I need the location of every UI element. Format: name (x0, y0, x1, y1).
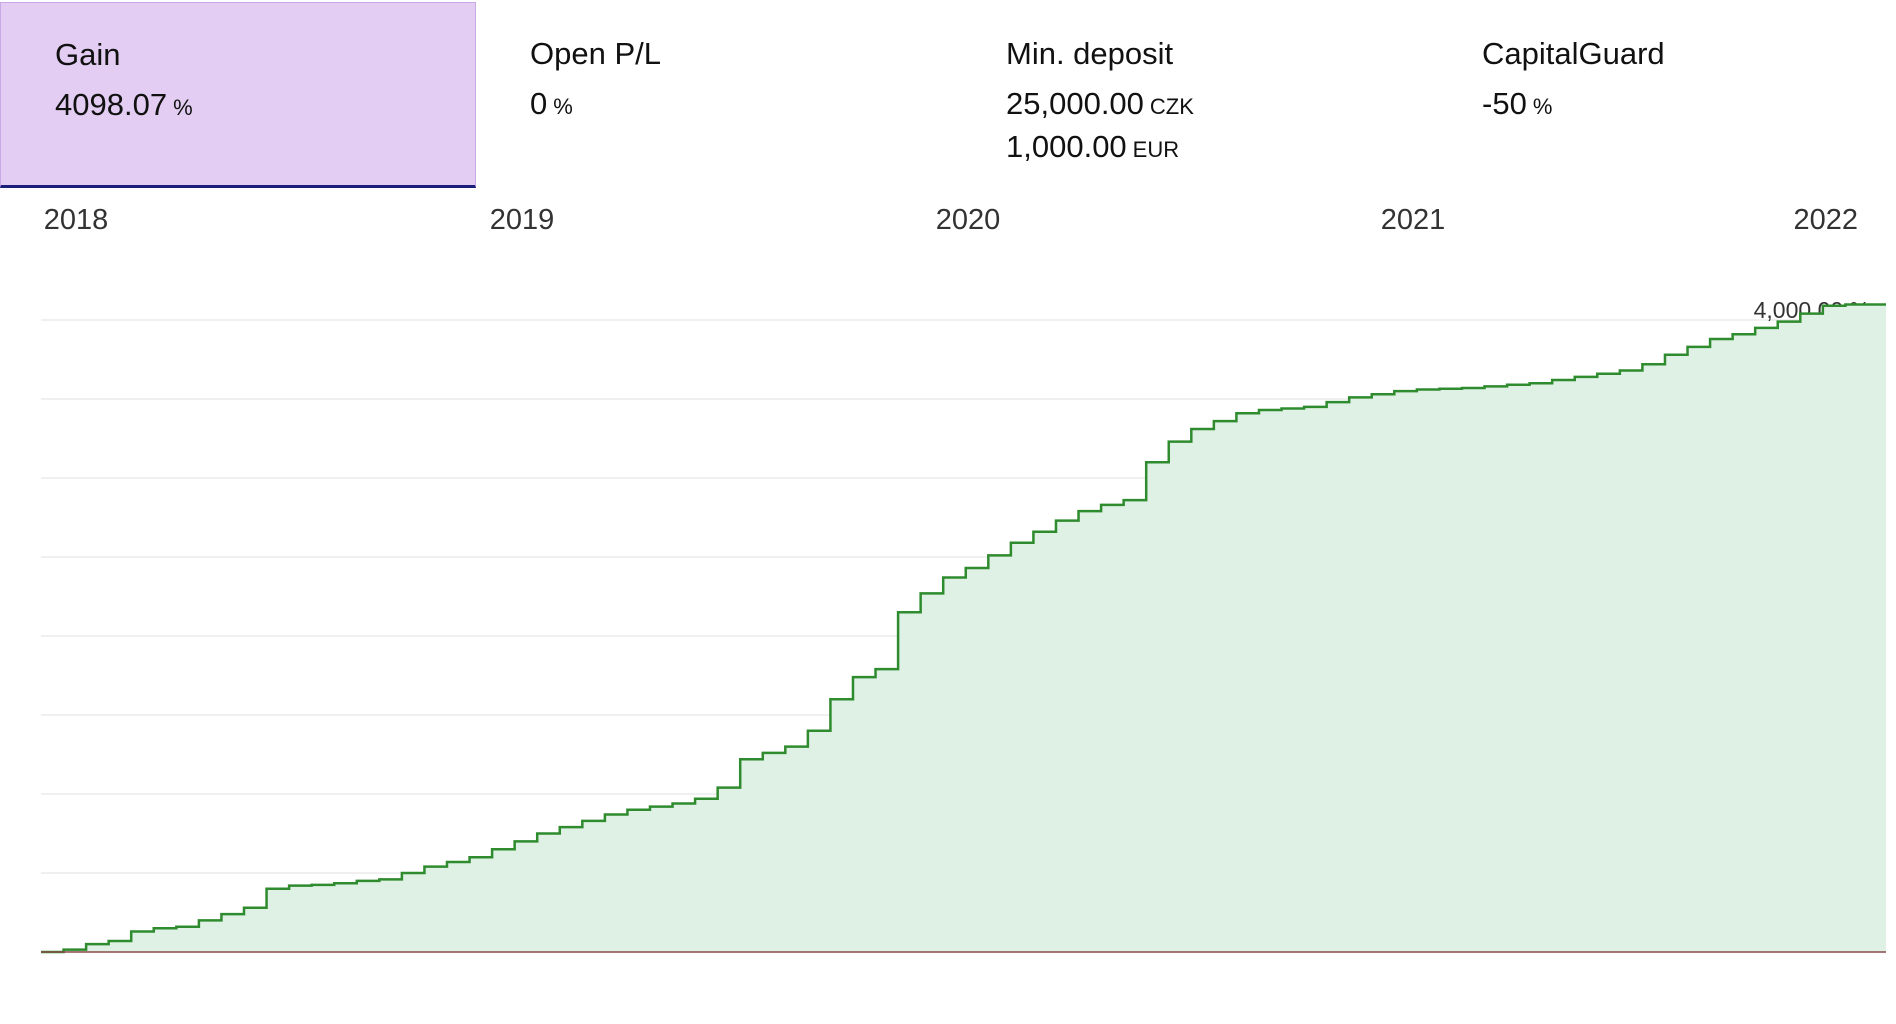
tab-capitalguard[interactable]: CapitalGuard -50% (1428, 2, 1896, 188)
min-deposit-eur-unit: EUR (1132, 137, 1180, 162)
tab-capitalguard-label: CapitalGuard (1482, 36, 1665, 71)
series-area (41, 304, 1886, 952)
gain-unit: % (173, 95, 193, 120)
gain-chart: 0.00 %500.00 %1,000.00 %1,500.00 %2,000.… (41, 204, 1886, 955)
capitalguard-value: -50 (1482, 86, 1527, 121)
x-tick-label: 2020 (936, 204, 1001, 236)
tab-open-pl-value: 0% (530, 84, 952, 127)
tab-gain-value: 4098.07% (55, 85, 475, 128)
tab-gain[interactable]: Gain 4098.07% (0, 2, 476, 188)
open-pl-unit: % (553, 94, 573, 119)
x-tick-label: 2022 (1793, 204, 1858, 236)
min-deposit-czk: 25,000.00 CZK (1006, 84, 1428, 127)
tab-open-pl[interactable]: Open P/L 0% (476, 2, 952, 188)
open-pl-value: 0 (530, 86, 548, 121)
tab-open-pl-label: Open P/L (530, 36, 661, 71)
x-tick-label: 2018 (44, 204, 109, 236)
min-deposit-eur: 1,000.00 EUR (1006, 127, 1428, 170)
x-tick-label: 2019 (490, 204, 555, 236)
min-deposit-czk-value: 25,000.00 (1006, 86, 1144, 121)
stats-tabs: Gain 4098.07% Open P/L 0% Min. deposit 2… (0, 0, 1896, 190)
gain-value: 4098.07 (55, 87, 168, 122)
series-line (41, 303, 1886, 954)
min-deposit-eur-value: 1,000.00 (1006, 129, 1127, 164)
capitalguard-unit: % (1532, 94, 1553, 119)
tab-gain-label: Gain (55, 37, 121, 72)
tab-min-deposit-label: Min. deposit (1006, 36, 1174, 71)
min-deposit-czk-unit: CZK (1149, 94, 1194, 119)
tab-min-deposit[interactable]: Min. deposit 25,000.00 CZK 1,000.00 EUR (952, 2, 1428, 188)
x-tick-label: 2021 (1381, 204, 1446, 236)
tab-capitalguard-value: -50% (1482, 84, 1896, 127)
